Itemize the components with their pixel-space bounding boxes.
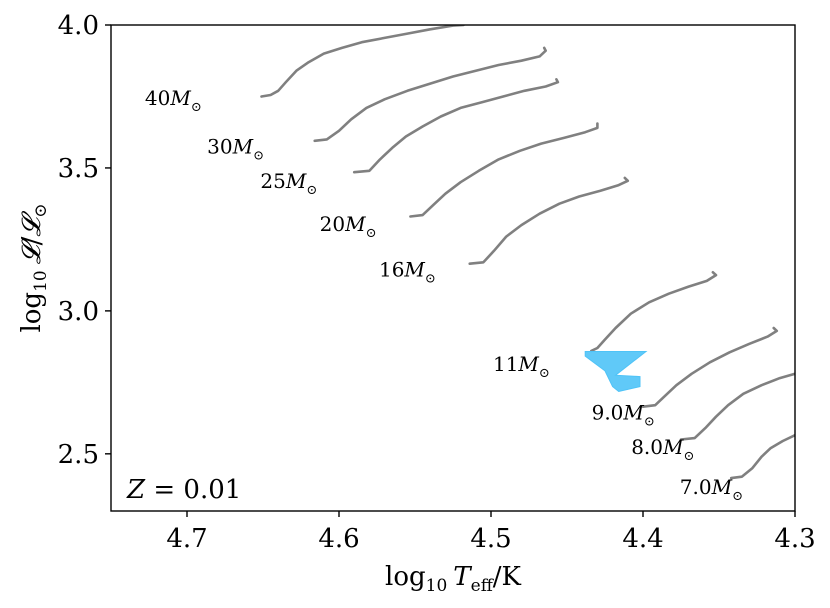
plot-frame bbox=[110, 24, 796, 512]
x-axis-ticks: 4.7 4.6 4.5 4.4 4.3 bbox=[166, 511, 816, 554]
x-tick-label: 4.7 bbox=[166, 524, 207, 554]
y-tick-label: 3.0 bbox=[58, 297, 99, 327]
mass-label-16: 16M⊙ bbox=[379, 258, 436, 287]
mass-labels: 40M⊙30M⊙ 25M⊙20M⊙16M⊙ 11M⊙ 9.0M⊙ 8.0M⊙ 7.0M⊙ bbox=[145, 86, 743, 504]
x-tick-label: 4.5 bbox=[470, 524, 511, 554]
mass-label-25: 25M⊙ bbox=[260, 169, 317, 198]
mass-label-40: 40M⊙ bbox=[145, 86, 202, 115]
mass-label-9.0: 9.0M⊙ bbox=[592, 401, 655, 430]
track-40msun bbox=[260, 25, 465, 98]
metallicity-annotation: Z = 0.01 bbox=[126, 475, 241, 505]
mass-label-30: 30M⊙ bbox=[207, 135, 264, 164]
y-axis-ticks: 2.5 3.0 3.5 4.0 bbox=[58, 11, 111, 470]
track-30msun bbox=[313, 46, 547, 143]
track-25msun bbox=[352, 78, 560, 174]
y-tick-label: 3.5 bbox=[58, 154, 99, 184]
x-tick-label: 4.6 bbox=[318, 524, 359, 554]
track-11msun bbox=[590, 271, 718, 353]
mass-label-11: 11M⊙ bbox=[493, 352, 550, 381]
track-8.0msun bbox=[679, 372, 795, 441]
y-tick-label: 2.5 bbox=[58, 440, 99, 470]
x-tick-label: 4.3 bbox=[774, 524, 815, 554]
track-9.0msun bbox=[641, 326, 779, 408]
track-16msun bbox=[468, 176, 630, 265]
evolution-tracks bbox=[260, 25, 795, 480]
track-20msun bbox=[409, 122, 599, 218]
track-7.0msun bbox=[729, 433, 795, 480]
mass-label-20: 20M⊙ bbox=[320, 212, 377, 241]
shaded-region bbox=[584, 351, 648, 393]
y-axis-label: log10𝓛/𝓛⊙ bbox=[17, 203, 51, 332]
region-polygon bbox=[584, 351, 648, 393]
mass-label-8.0: 8.0M⊙ bbox=[631, 435, 694, 464]
x-tick-label: 4.4 bbox=[622, 524, 663, 554]
x-axis-label: log10 Teff/K bbox=[385, 562, 522, 596]
y-tick-label: 4.0 bbox=[58, 11, 99, 41]
mass-label-7.0: 7.0M⊙ bbox=[680, 475, 743, 504]
